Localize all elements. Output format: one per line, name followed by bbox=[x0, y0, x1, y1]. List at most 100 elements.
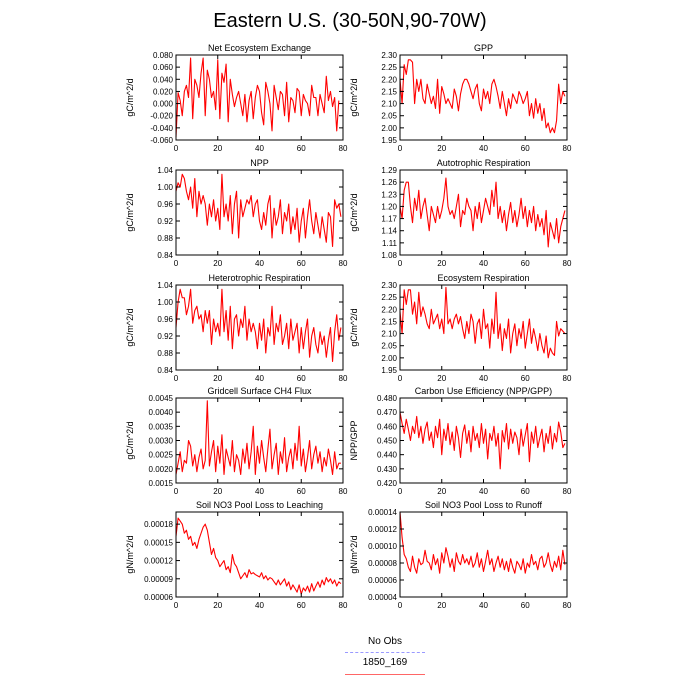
x-tick-label: 40 bbox=[255, 144, 264, 153]
legend-line-no-obs bbox=[345, 652, 425, 653]
chart-panel: Soil NO3 Pool Loss to Leaching gN/m^2/d 0.… bbox=[125, 500, 348, 610]
chart-panel: Carbon Use Efficiency (NPP/GPP) NPP/GPP 0.… bbox=[349, 386, 572, 496]
plot-frame bbox=[175, 169, 344, 256]
y-tick-label: 0.060 bbox=[153, 63, 174, 72]
legend-label-run: 1850_169 bbox=[362, 657, 408, 668]
x-tick-label: 80 bbox=[339, 259, 348, 268]
y-tick-label: 0.450 bbox=[377, 437, 398, 446]
y-tick-label: 2.10 bbox=[381, 330, 397, 339]
x-tick-label: 20 bbox=[437, 374, 446, 383]
y-tick-label: 0.00006 bbox=[368, 576, 397, 585]
x-tick-label: 0 bbox=[174, 374, 179, 383]
y-axis-label: NPP/GPP bbox=[349, 420, 359, 460]
chart-title: NPP bbox=[250, 158, 269, 168]
y-tick-label: -0.020 bbox=[150, 112, 173, 121]
y-tick-label: 0.000 bbox=[153, 100, 174, 109]
y-tick-label: 1.95 bbox=[381, 136, 397, 145]
y-tick-label: 0.00012 bbox=[144, 557, 173, 566]
y-tick-label: 1.23 bbox=[381, 190, 397, 199]
x-tick-label: 80 bbox=[563, 487, 572, 496]
y-tick-label: 0.84 bbox=[157, 366, 173, 375]
y-tick-label: 0.0030 bbox=[149, 437, 174, 446]
y-tick-label: 0.0040 bbox=[149, 408, 174, 417]
x-tick-label: 40 bbox=[255, 374, 264, 383]
plot-frame bbox=[399, 284, 568, 371]
y-tick-label: 0.460 bbox=[377, 422, 398, 431]
x-tick-label: 80 bbox=[339, 374, 348, 383]
page-title: Eastern U.S. (30-50N,90-70W) bbox=[213, 10, 487, 32]
x-tick-label: 0 bbox=[174, 487, 179, 496]
plot-frame bbox=[399, 511, 568, 598]
x-tick-label: 0 bbox=[174, 601, 179, 610]
x-tick-label: 40 bbox=[479, 487, 488, 496]
y-axis-label: gC/m^2/d bbox=[125, 78, 135, 116]
series-line bbox=[175, 288, 342, 363]
y-tick-label: 0.88 bbox=[157, 234, 173, 243]
x-tick-label: 80 bbox=[563, 144, 572, 153]
x-tick-label: 20 bbox=[437, 487, 446, 496]
y-axis-label: gC/m^2/d bbox=[349, 78, 359, 116]
y-tick-label: 2.00 bbox=[381, 124, 397, 133]
x-tick-label: 40 bbox=[479, 601, 488, 610]
x-tick-label: 60 bbox=[521, 487, 530, 496]
y-tick-label: 2.15 bbox=[381, 87, 397, 96]
y-tick-label: 0.92 bbox=[157, 332, 173, 341]
y-tick-label: 1.14 bbox=[381, 227, 397, 236]
x-tick-label: 60 bbox=[297, 601, 306, 610]
chart-title: GPP bbox=[474, 43, 493, 53]
series-line bbox=[399, 286, 566, 359]
x-tick-label: 60 bbox=[297, 374, 306, 383]
x-tick-label: 60 bbox=[521, 259, 530, 268]
y-tick-label: 2.00 bbox=[381, 354, 397, 363]
x-tick-label: 20 bbox=[437, 259, 446, 268]
x-tick-label: 40 bbox=[255, 259, 264, 268]
x-tick-label: 80 bbox=[339, 601, 348, 610]
plot-frame bbox=[175, 54, 344, 141]
x-tick-label: 20 bbox=[213, 487, 222, 496]
x-tick-label: 20 bbox=[213, 144, 222, 153]
chart-title: Soil NO3 Pool Loss to Runoff bbox=[425, 500, 542, 510]
y-tick-label: -0.060 bbox=[150, 136, 173, 145]
y-tick-label: 0.040 bbox=[153, 75, 174, 84]
series-line bbox=[175, 517, 342, 595]
x-tick-label: 60 bbox=[297, 259, 306, 268]
y-tick-label: 1.04 bbox=[157, 281, 173, 290]
y-axis-label: gC/m^2/d bbox=[349, 193, 359, 231]
series-line bbox=[175, 57, 340, 137]
y-tick-label: 0.00010 bbox=[368, 542, 397, 551]
y-tick-label: 1.26 bbox=[381, 178, 397, 187]
y-tick-label: 0.0035 bbox=[149, 422, 174, 431]
x-tick-label: 80 bbox=[339, 487, 348, 496]
chart-panel: Ecosystem Respiration gC/m^2/d 2.30 2.25 2.2… bbox=[349, 273, 572, 383]
chart-panel: Soil NO3 Pool Loss to Runoff gN/m^2/d 0.00… bbox=[349, 500, 572, 610]
y-tick-label: 0.96 bbox=[157, 200, 173, 209]
x-tick-label: 20 bbox=[437, 601, 446, 610]
x-tick-label: 80 bbox=[339, 144, 348, 153]
x-tick-label: 40 bbox=[255, 487, 264, 496]
x-tick-label: 60 bbox=[521, 144, 530, 153]
x-tick-label: 60 bbox=[521, 601, 530, 610]
x-tick-label: 40 bbox=[479, 144, 488, 153]
legend-line-run bbox=[345, 674, 425, 675]
y-tick-label: 2.25 bbox=[381, 293, 397, 302]
y-tick-label: 0.0045 bbox=[149, 394, 174, 403]
x-tick-label: 60 bbox=[297, 144, 306, 153]
x-tick-label: 20 bbox=[213, 601, 222, 610]
series-line bbox=[175, 400, 341, 476]
y-tick-label: -0.040 bbox=[150, 124, 173, 133]
y-tick-label: 1.95 bbox=[381, 366, 397, 375]
y-tick-label: 0.00006 bbox=[144, 593, 173, 602]
chart-panel: NPP gC/m^2/d 1.04 1.00 0.96 0.92 0.88 0.840 20 40… bbox=[125, 158, 348, 268]
chart-panel: Gridcell Surface CH4 Flux gC/m^2/d 0.0045 0… bbox=[125, 386, 348, 496]
x-tick-label: 0 bbox=[174, 259, 179, 268]
y-tick-label: 2.05 bbox=[381, 342, 397, 351]
y-tick-label: 0.00014 bbox=[368, 508, 397, 517]
y-tick-label: 0.00009 bbox=[144, 575, 173, 584]
y-tick-label: 0.430 bbox=[377, 465, 398, 474]
chart-panel: Net Ecosystem Exchange gC/m^2/d 0.080 0.060… bbox=[125, 43, 348, 153]
x-tick-label: 20 bbox=[437, 144, 446, 153]
y-tick-label: 2.30 bbox=[381, 281, 397, 290]
x-tick-label: 0 bbox=[398, 487, 403, 496]
y-tick-label: 1.00 bbox=[157, 183, 173, 192]
